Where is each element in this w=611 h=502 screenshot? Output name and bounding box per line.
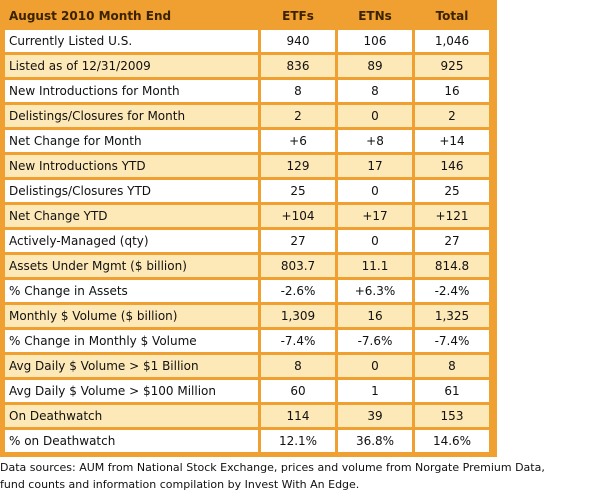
etns-value: 36.8% bbox=[338, 430, 412, 452]
etfs-value: 12.1% bbox=[261, 430, 335, 452]
column-header-etfs: ETFs bbox=[261, 5, 335, 27]
etfs-value: -2.6% bbox=[261, 280, 335, 302]
total-value: 14.6% bbox=[415, 430, 489, 452]
total-value: -2.4% bbox=[415, 280, 489, 302]
etfs-value: +104 bbox=[261, 205, 335, 227]
total-value: -7.4% bbox=[415, 330, 489, 352]
table-row: Delistings/Closures YTD 25 0 25 bbox=[5, 180, 489, 202]
total-value: 153 bbox=[415, 405, 489, 427]
table-row: New Introductions YTD 129 17 146 bbox=[5, 155, 489, 177]
etfs-value: 2 bbox=[261, 105, 335, 127]
etns-value: 17 bbox=[338, 155, 412, 177]
row-label: % on Deathwatch bbox=[5, 430, 258, 452]
row-label: % Change in Monthly $ Volume bbox=[5, 330, 258, 352]
table-header-row: August 2010 Month End ETFs ETNs Total bbox=[5, 5, 489, 27]
row-label: New Introductions YTD bbox=[5, 155, 258, 177]
total-value: 16 bbox=[415, 80, 489, 102]
column-header-etns: ETNs bbox=[338, 5, 412, 27]
table-row: % on Deathwatch 12.1% 36.8% 14.6% bbox=[5, 430, 489, 452]
etns-value: 8 bbox=[338, 80, 412, 102]
table-row: Assets Under Mgmt ($ billion) 803.7 11.1 81… bbox=[5, 255, 489, 277]
total-value: +14 bbox=[415, 130, 489, 152]
row-label: Currently Listed U.S. bbox=[5, 30, 258, 52]
etfs-value: 8 bbox=[261, 355, 335, 377]
etfs-value: 940 bbox=[261, 30, 335, 52]
etns-value: 0 bbox=[338, 355, 412, 377]
total-value: 2 bbox=[415, 105, 489, 127]
row-label: Assets Under Mgmt ($ billion) bbox=[5, 255, 258, 277]
etns-value: -7.6% bbox=[338, 330, 412, 352]
table-row: Avg Daily $ Volume > $1 Billion 8 0 8 bbox=[5, 355, 489, 377]
table-row: Net Change for Month +6 +8 +14 bbox=[5, 130, 489, 152]
table-row: Net Change YTD +104 +17 +121 bbox=[5, 205, 489, 227]
table-row: Listed as of 12/31/2009 836 89 925 bbox=[5, 55, 489, 77]
etfs-value: 25 bbox=[261, 180, 335, 202]
etns-value: 39 bbox=[338, 405, 412, 427]
table-row: Actively-Managed (qty) 27 0 27 bbox=[5, 230, 489, 252]
etfs-value: 1,309 bbox=[261, 305, 335, 327]
row-label: Avg Daily $ Volume > $100 Million bbox=[5, 380, 258, 402]
row-label: % Change in Assets bbox=[5, 280, 258, 302]
etns-value: +8 bbox=[338, 130, 412, 152]
etfs-value: 129 bbox=[261, 155, 335, 177]
row-label: Avg Daily $ Volume > $1 Billion bbox=[5, 355, 258, 377]
table-frame: August 2010 Month End ETFs ETNs Total Cu… bbox=[0, 0, 497, 457]
etfs-value: 60 bbox=[261, 380, 335, 402]
etns-value: 0 bbox=[338, 105, 412, 127]
etfs-value: 836 bbox=[261, 55, 335, 77]
table-row: Avg Daily $ Volume > $100 Million 60 1 61 bbox=[5, 380, 489, 402]
etns-value: +6.3% bbox=[338, 280, 412, 302]
etfs-value: +6 bbox=[261, 130, 335, 152]
total-value: 25 bbox=[415, 180, 489, 202]
row-label: New Introductions for Month bbox=[5, 80, 258, 102]
etfs-value: 114 bbox=[261, 405, 335, 427]
footnote-line-1: Data sources: AUM from National Stock Ex… bbox=[0, 461, 545, 474]
table-row: % Change in Monthly $ Volume -7.4% -7.6% -7… bbox=[5, 330, 489, 352]
column-header-total: Total bbox=[415, 5, 489, 27]
etf-statistics-table: August 2010 Month End ETFs ETNs Total Cu… bbox=[2, 2, 492, 455]
total-value: 61 bbox=[415, 380, 489, 402]
etns-value: 0 bbox=[338, 230, 412, 252]
total-value: 8 bbox=[415, 355, 489, 377]
total-value: 814.8 bbox=[415, 255, 489, 277]
total-value: 1,046 bbox=[415, 30, 489, 52]
etfs-value: 803.7 bbox=[261, 255, 335, 277]
total-value: 925 bbox=[415, 55, 489, 77]
etfs-value: 8 bbox=[261, 80, 335, 102]
total-value: 1,325 bbox=[415, 305, 489, 327]
etfs-value: 27 bbox=[261, 230, 335, 252]
column-header-period: August 2010 Month End bbox=[5, 5, 258, 27]
etns-value: 89 bbox=[338, 55, 412, 77]
row-label: Net Change for Month bbox=[5, 130, 258, 152]
footnote-line-2: fund counts and information compilation … bbox=[0, 478, 360, 491]
table-row: Currently Listed U.S. 940 106 1,046 bbox=[5, 30, 489, 52]
total-value: 27 bbox=[415, 230, 489, 252]
row-label: Actively-Managed (qty) bbox=[5, 230, 258, 252]
etns-value: 11.1 bbox=[338, 255, 412, 277]
row-label: Net Change YTD bbox=[5, 205, 258, 227]
data-sources-footnote: Data sources: AUM from National Stock Ex… bbox=[0, 459, 611, 493]
table-row: % Change in Assets -2.6% +6.3% -2.4% bbox=[5, 280, 489, 302]
row-label: Monthly $ Volume ($ billion) bbox=[5, 305, 258, 327]
row-label: Delistings/Closures YTD bbox=[5, 180, 258, 202]
table-row: On Deathwatch 114 39 153 bbox=[5, 405, 489, 427]
row-label: Delistings/Closures for Month bbox=[5, 105, 258, 127]
etns-value: 106 bbox=[338, 30, 412, 52]
row-label: On Deathwatch bbox=[5, 405, 258, 427]
total-value: +121 bbox=[415, 205, 489, 227]
table-row: Monthly $ Volume ($ billion) 1,309 16 1,325 bbox=[5, 305, 489, 327]
etns-value: 0 bbox=[338, 180, 412, 202]
table-row: New Introductions for Month 8 8 16 bbox=[5, 80, 489, 102]
etfs-value: -7.4% bbox=[261, 330, 335, 352]
etns-value: 1 bbox=[338, 380, 412, 402]
row-label: Listed as of 12/31/2009 bbox=[5, 55, 258, 77]
etns-value: 16 bbox=[338, 305, 412, 327]
etns-value: +17 bbox=[338, 205, 412, 227]
table-row: Delistings/Closures for Month 2 0 2 bbox=[5, 105, 489, 127]
total-value: 146 bbox=[415, 155, 489, 177]
